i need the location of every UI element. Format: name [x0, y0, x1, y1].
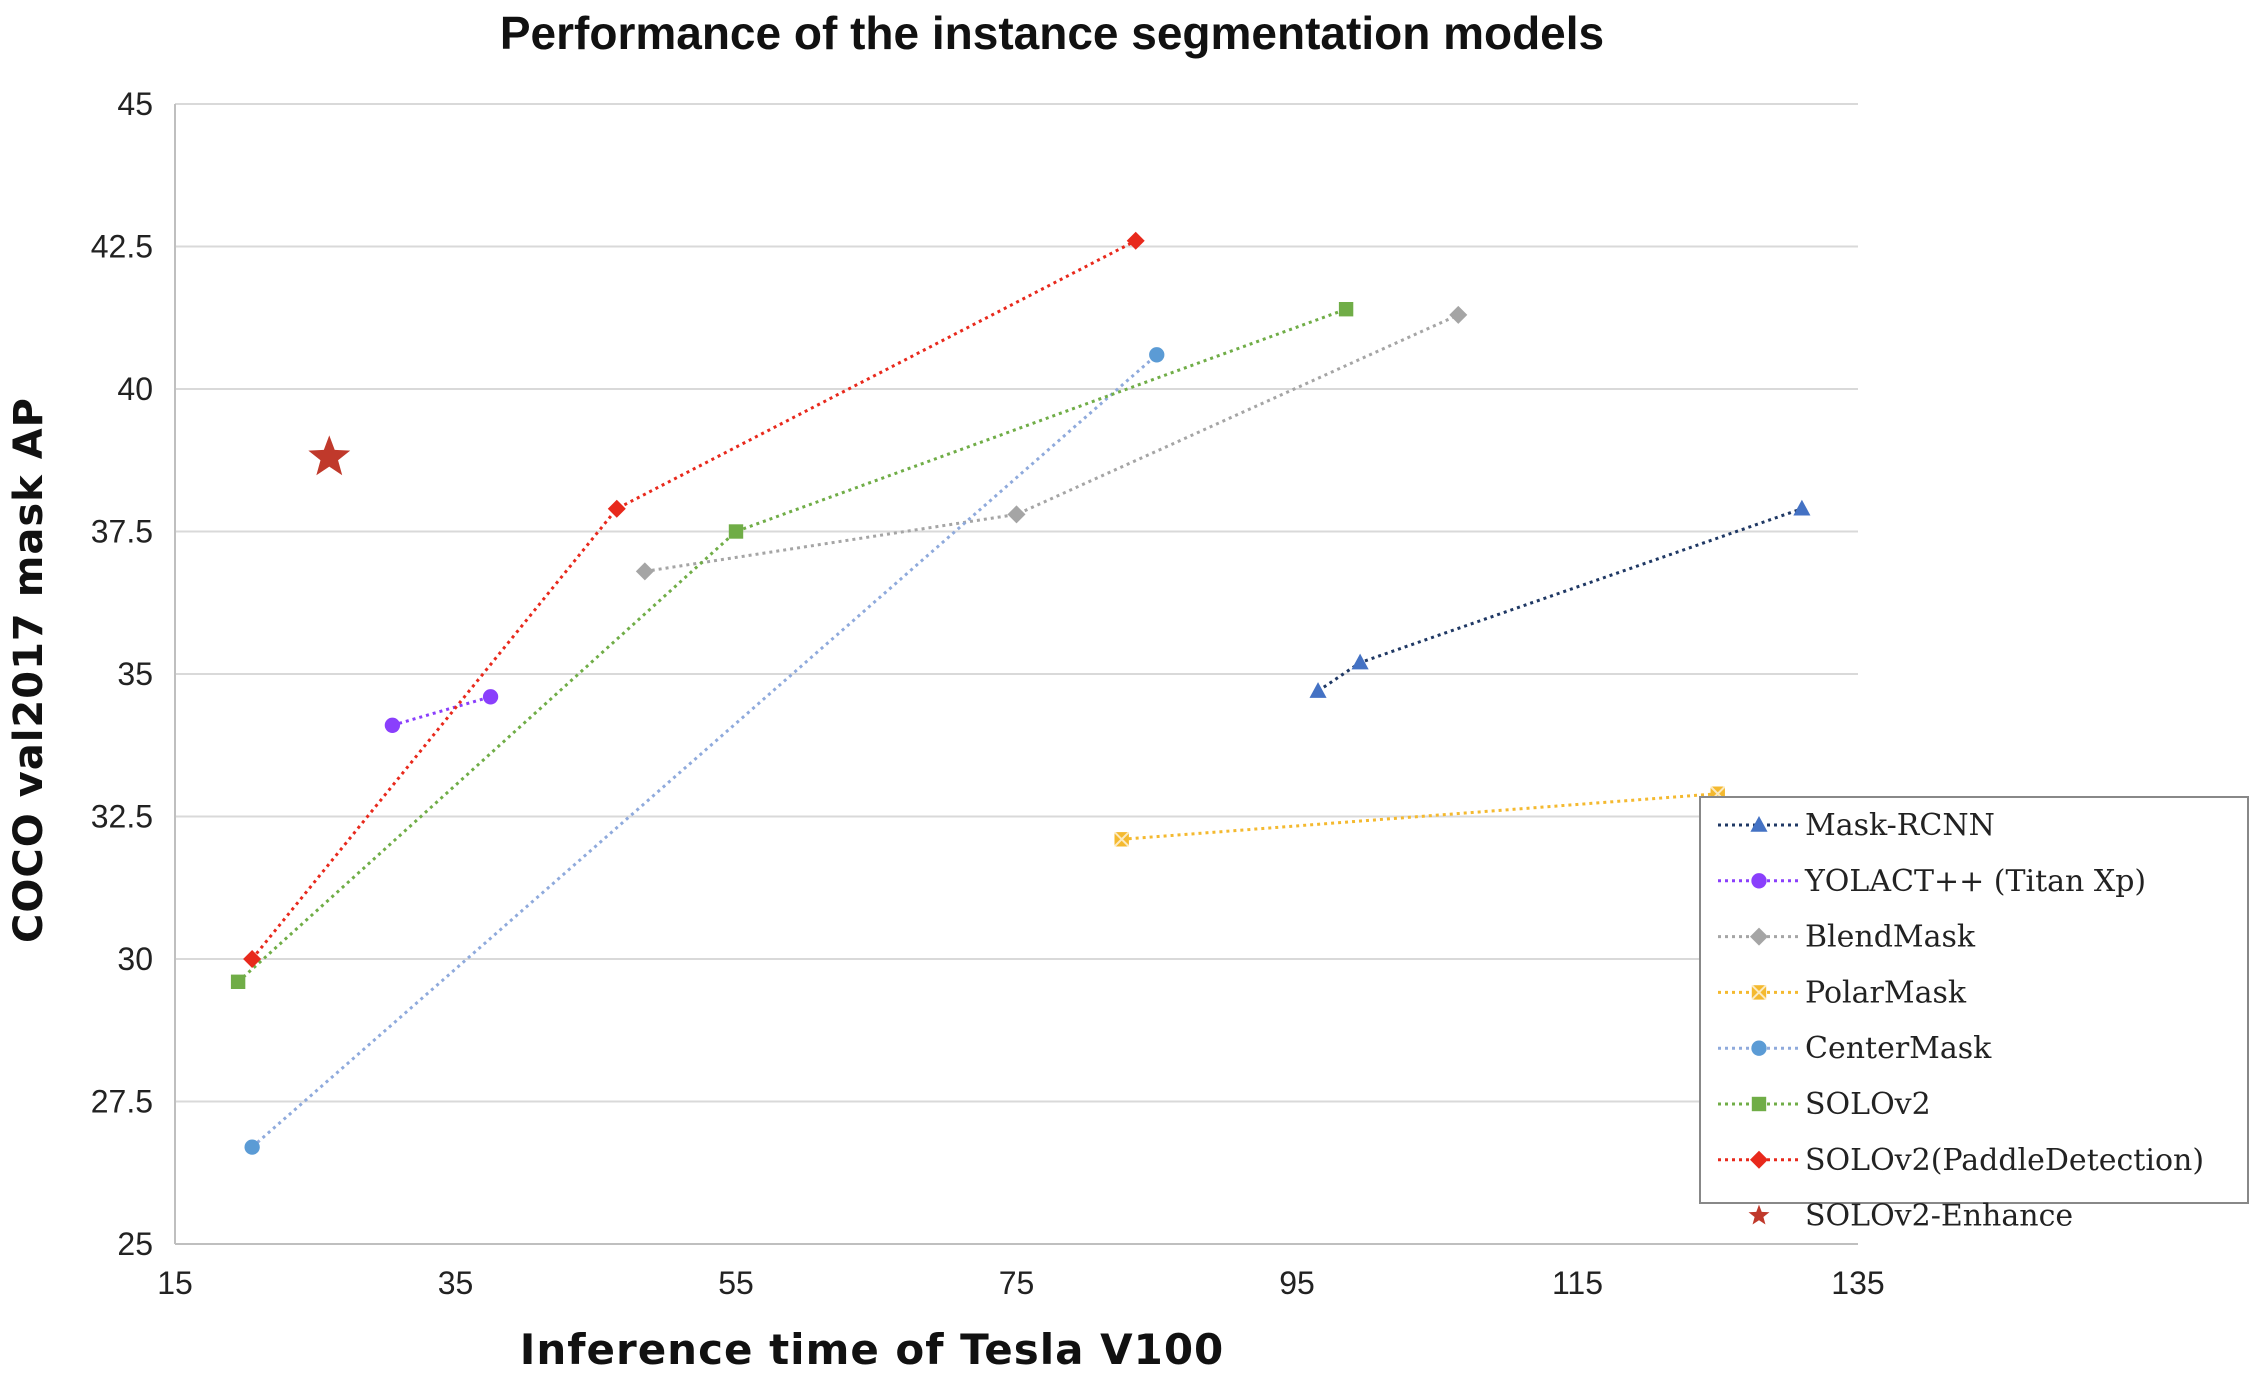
series-solov2-enhance [308, 435, 351, 476]
data-point-polarmask-cross [1113, 831, 1130, 848]
legend-box [1699, 796, 2249, 1204]
data-point-solov2-paddledetection [243, 950, 262, 968]
data-point-solov2-enhance [308, 435, 351, 476]
series-solov2-paddledetection [243, 231, 1145, 968]
x-tick-label: 135 [1831, 1265, 1884, 1301]
x-tick-label: 55 [718, 1265, 754, 1301]
series-line-polarmask [1121, 792, 1718, 841]
legend-label-solov2: SOLOv2 [1805, 1087, 1931, 1122]
x-tick-label: 115 [1552, 1265, 1603, 1301]
data-point-mask-rcnn [1351, 653, 1369, 670]
legend-label-solov2-enhance: SOLOv2-Enhance [1805, 1199, 2073, 1234]
legend-marker-blendmask [1750, 927, 1768, 946]
data-point-polarmask [1113, 831, 1130, 848]
legend-label-blendmask: BlendMask [1805, 920, 1976, 955]
data-point-blendmask [635, 562, 654, 581]
data-point-solov2-paddledetection [1126, 231, 1145, 250]
data-point-blendmask [1449, 305, 1468, 324]
legend-marker-solov2 [1751, 1096, 1767, 1112]
data-point-centermask [244, 1139, 260, 1155]
y-tick-label: 35 [117, 656, 153, 692]
series-line-centermask [251, 353, 1158, 1149]
data-point-yolact-titan-xp [482, 689, 499, 705]
y-tick-label: 37.5 [91, 514, 153, 550]
y-tick-label: 25 [117, 1226, 153, 1262]
legend-marker-mask-rcnn [1750, 816, 1768, 832]
legend-marker-centermask [1751, 1040, 1767, 1056]
legend-label-centermask: CenterMask [1805, 1031, 1992, 1066]
legend-marker-polarmask-cross [1751, 984, 1767, 1001]
series-yolact-titan-xp [384, 689, 499, 733]
legend-label-solov2-paddledetection: SOLOv2(PaddleDetection) [1805, 1143, 2204, 1178]
data-point-yolact-titan-xp [384, 717, 401, 733]
series-line-solov2-paddledetection [250, 239, 1137, 960]
series-line-blendmask [644, 313, 1459, 573]
legend-label-mask-rcnn: Mask-RCNN [1805, 808, 1995, 843]
series-centermask [244, 347, 1165, 1155]
legend: Mask-RCNN YOLACT++ (Titan Xp) BlendMask Pol… [1699, 796, 2249, 1234]
series-blendmask [635, 305, 1468, 581]
y-tick-label: 45 [117, 86, 153, 122]
x-tick-label: 75 [999, 1265, 1035, 1301]
y-tick-label: 42.5 [91, 229, 153, 265]
data-point-mask-rcnn [1309, 682, 1327, 698]
y-tick-label: 30 [117, 941, 153, 977]
data-point-solov2 [230, 974, 246, 989]
data-point-solov2-paddledetection [607, 499, 626, 518]
y-tick-label: 40 [117, 371, 153, 407]
series-solov2 [230, 302, 1354, 989]
series-mask-rcnn [1309, 499, 1811, 698]
legend-marker-solov2-enhance [1748, 1204, 1770, 1225]
data-point-solov2 [1338, 302, 1354, 317]
y-tick-label: 27.5 [91, 1084, 153, 1120]
data-point-solov2 [728, 524, 744, 539]
y-axis-label: COCO val2017 mask AP [6, 397, 52, 943]
x-tick-label: 35 [438, 1265, 474, 1301]
x-tick-label: 95 [1279, 1265, 1315, 1301]
data-point-centermask [1149, 347, 1165, 363]
series-line-yolact-titan-xp [391, 695, 492, 727]
legend-label-polarmask: PolarMask [1805, 975, 1967, 1010]
series-line-mask-rcnn [1317, 507, 1803, 693]
data-point-mask-rcnn [1793, 499, 1811, 516]
data-point-blendmask [1007, 505, 1026, 524]
x-tick-label: 15 [157, 1265, 193, 1301]
legend-label-yolact-titan-xp: YOLACT++ (Titan Xp) [1804, 864, 2146, 899]
x-axis-label: Inference time of Tesla V100 [519, 1325, 1225, 1374]
y-tick-label: 32.5 [91, 799, 153, 835]
chart-title: Performance of the instance segmentation… [499, 7, 1605, 59]
series-line-solov2 [237, 307, 1347, 983]
legend-marker-yolact-titan-xp [1751, 873, 1767, 889]
legend-marker-polarmask [1751, 984, 1767, 1001]
legend-marker-solov2-paddledetection [1750, 1150, 1768, 1169]
